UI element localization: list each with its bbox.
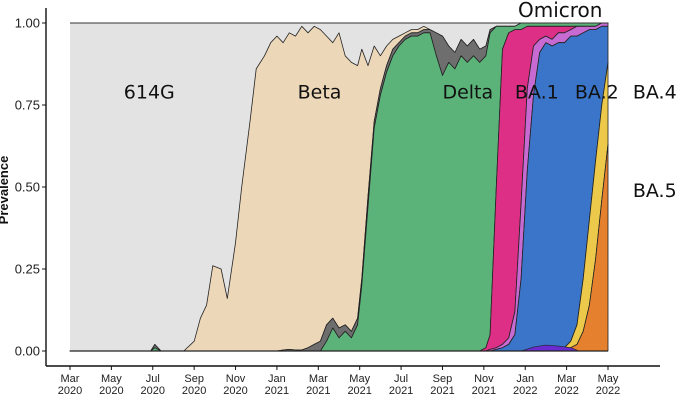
area-614g: [70, 23, 608, 351]
x-tick-label-month: May: [598, 373, 619, 385]
x-tick-label-month: May: [349, 373, 370, 385]
variant-label-ba-4: BA.4: [633, 81, 677, 103]
x-tick-label-year: 2022: [513, 385, 537, 397]
x-axis: Mar2020May2020Jul2020Sep2020Nov2020Jan20…: [46, 365, 660, 397]
x-tick-label-year: 2020: [58, 385, 82, 397]
y-tick-label: 0.75: [15, 98, 40, 113]
x-tick-label-year: 2021: [265, 385, 289, 397]
x-tick-label-month: Jan: [516, 373, 534, 385]
x-tick-label-month: May: [101, 373, 122, 385]
y-axis: 0.00 0.25 0.50 0.75 1.00 Prevalence: [0, 8, 47, 366]
x-tick-label-year: 2020: [141, 385, 165, 397]
variant-labels: 614G Beta Delta BA.1 BA.2 BA.4 BA.5: [124, 81, 677, 201]
x-tick-label-month: Sep: [433, 373, 453, 385]
y-ticks: 0.00 0.25 0.50 0.75 1.00: [15, 16, 46, 359]
variant-label-614g: 614G: [124, 81, 175, 103]
x-tick-label-month: Jan: [268, 373, 286, 385]
variant-label-ba-2: BA.2: [575, 81, 619, 103]
x-tick-label-year: 2020: [99, 385, 123, 397]
x-tick-label-year: 2021: [306, 385, 330, 397]
x-tick-label-year: 2021: [430, 385, 454, 397]
x-tick-label-month: Mar: [309, 373, 328, 385]
x-tick-label-year: 2021: [472, 385, 496, 397]
y-axis-title: Prevalence: [0, 156, 11, 225]
x-tick-label-month: Mar: [557, 373, 576, 385]
variant-label-ba-1: BA.1: [515, 81, 559, 103]
x-tick-label-month: Jul: [394, 373, 408, 385]
variant-label-ba-5: BA.5: [633, 180, 677, 202]
x-tick-label-year: 2020: [182, 385, 206, 397]
group-label-omicron: Omicron: [518, 0, 602, 22]
x-tick-label-month: Nov: [226, 373, 246, 385]
x-ticks: Mar2020May2020Jul2020Sep2020Nov2020Jan20…: [58, 366, 620, 397]
x-tick-label-year: 2022: [554, 385, 578, 397]
area-layers: [69, 22, 609, 352]
x-tick-label-month: Sep: [184, 373, 204, 385]
y-tick-label: 0.00: [15, 344, 40, 359]
x-tick-label-year: 2022: [596, 385, 620, 397]
x-tick-label-month: Jul: [146, 373, 160, 385]
y-tick-label: 0.25: [15, 262, 40, 277]
y-tick-label: 0.50: [15, 180, 40, 195]
x-tick-label-year: 2020: [223, 385, 247, 397]
variant-label-delta: Delta: [442, 81, 493, 103]
x-tick-label-month: Nov: [474, 373, 494, 385]
x-tick-label-year: 2021: [389, 385, 413, 397]
x-tick-label-month: Mar: [61, 373, 80, 385]
variant-label-beta: Beta: [298, 81, 342, 103]
y-tick-label: 1.00: [15, 16, 40, 31]
x-tick-label-year: 2021: [347, 385, 371, 397]
